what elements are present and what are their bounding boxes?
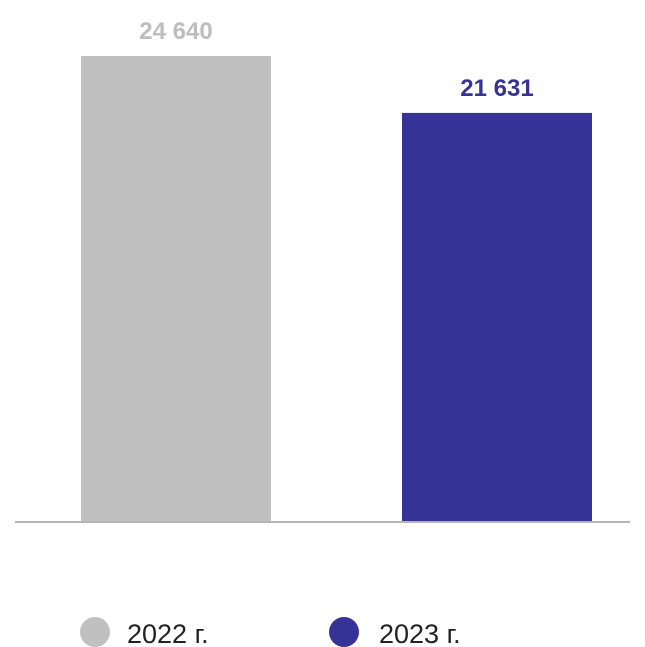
legend: 2022 г. 2023 г.: [80, 617, 461, 647]
legend-label-2023: 2023 г.: [379, 619, 461, 647]
bar-2022: [81, 56, 271, 522]
legend-label-2022: 2022 г.: [127, 619, 209, 647]
value-label-2022: 24 640: [139, 18, 212, 45]
bars-group: [81, 56, 592, 522]
value-label-2023: 21 631: [460, 75, 533, 102]
value-labels-group: 24 640 21 631: [139, 18, 533, 102]
legend-swatch-2023: [329, 617, 359, 647]
bar-2023: [402, 112, 592, 522]
legend-swatch-2022: [80, 617, 110, 647]
